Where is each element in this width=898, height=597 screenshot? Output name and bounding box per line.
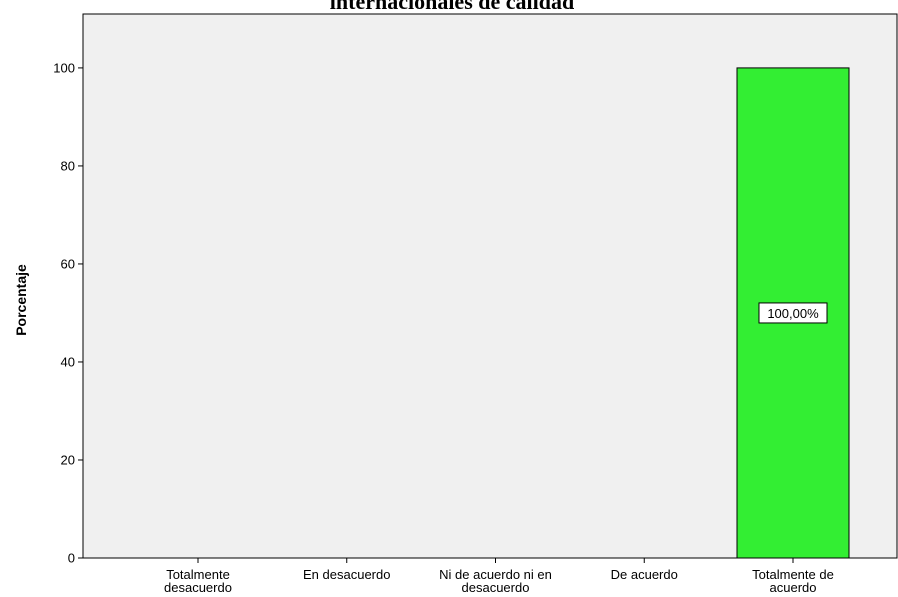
y-tick-label: 0 <box>68 551 75 566</box>
bars-layer: 100,00% <box>736 67 850 559</box>
x-tick-label: Totalmente de acuerdo <box>752 567 834 595</box>
x-tick-label: Totalmente desacuerdo <box>164 567 232 595</box>
data-label: 100,00% <box>767 306 819 321</box>
x-tick-label: De acuerdo <box>611 567 678 582</box>
x-tick-label: Ni de acuerdo ni en desacuerdo <box>439 567 552 595</box>
axes-layer: 0 20 40 60 80 100 Totalmente desacuerdo En desac… <box>53 14 897 595</box>
y-tick-label: 60 <box>61 256 75 271</box>
y-tick-label: 20 <box>61 452 75 467</box>
chart-title: internacionales de calidad <box>330 0 574 14</box>
y-tick-label: 80 <box>61 158 75 173</box>
y-tick-label: 40 <box>61 354 75 369</box>
y-tick-label: 100 <box>53 60 75 75</box>
y-axis-label: Porcentaje <box>13 264 29 336</box>
data-label-box <box>758 302 828 324</box>
x-tick-label: En desacuerdo <box>303 567 390 582</box>
